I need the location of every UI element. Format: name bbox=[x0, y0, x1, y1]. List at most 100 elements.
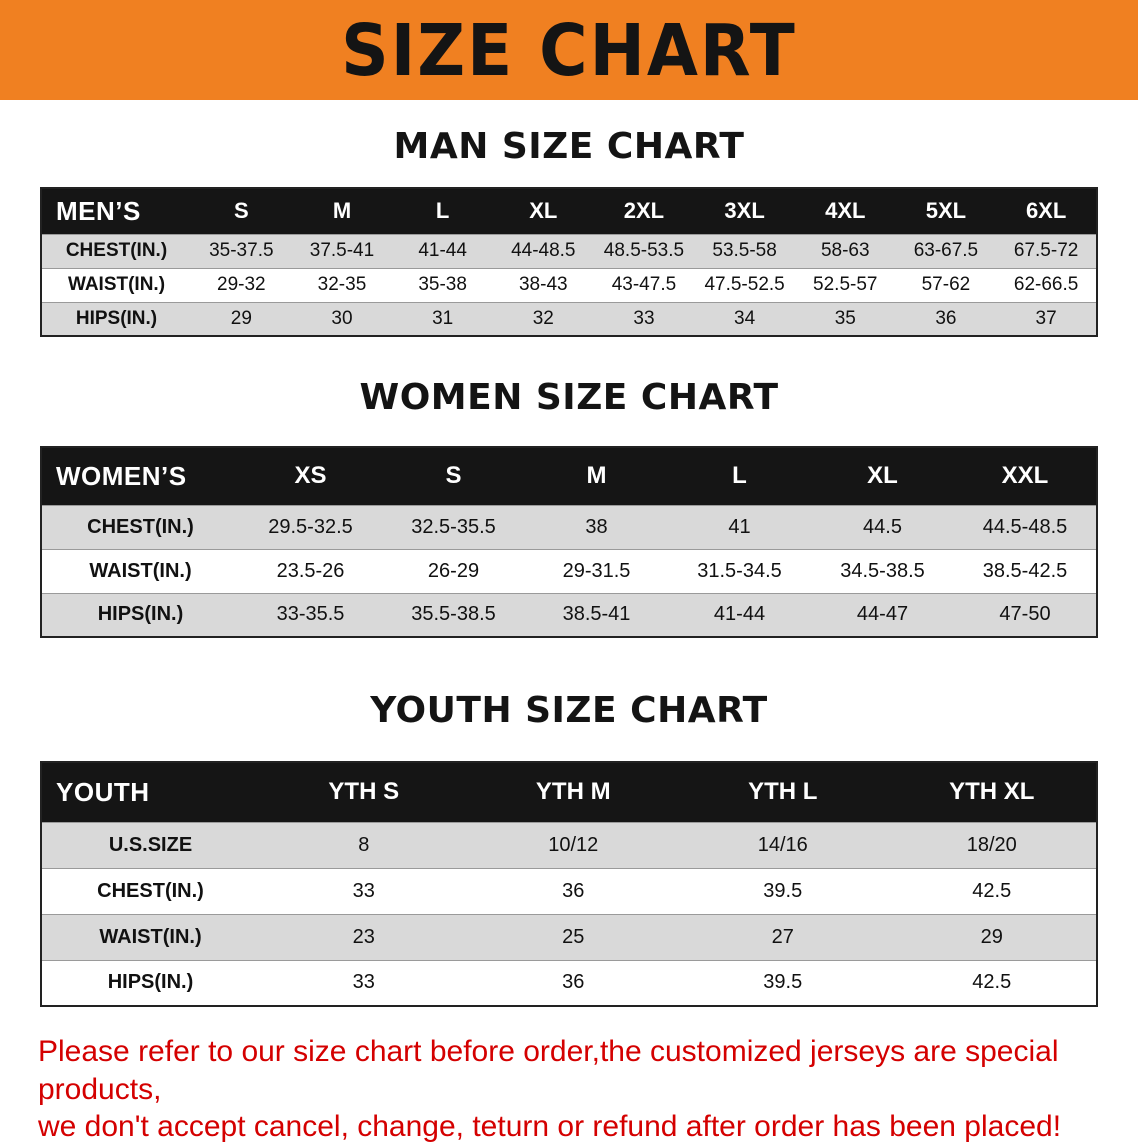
column-header: L bbox=[392, 188, 493, 234]
table-cell: 52.5-57 bbox=[813, 274, 878, 295]
row-label: HIPS(IN.) bbox=[75, 307, 158, 329]
column-header: YTH S bbox=[259, 762, 469, 822]
footer-disclaimer-line1: Please refer to our size chart before or… bbox=[38, 1035, 1059, 1106]
table-cell: 26-29 bbox=[427, 559, 480, 582]
table-cell: 36 bbox=[935, 307, 957, 329]
table-cell: 33 bbox=[352, 879, 375, 902]
women-section: WOMEN SIZE CHART WOMEN’S XS S M L XL XXL CHEST(… bbox=[0, 377, 1138, 638]
column-header: S bbox=[382, 447, 525, 505]
table-cell: 25 bbox=[562, 925, 585, 948]
row-label: HIPS(IN.) bbox=[97, 603, 184, 626]
table-cell: 36 bbox=[562, 879, 585, 902]
table-row: U.S.SIZE 8 10/12 14/16 18/20 bbox=[41, 822, 1097, 868]
row-label: CHEST(IN.) bbox=[97, 879, 204, 902]
column-header: M bbox=[525, 447, 668, 505]
footer-disclaimer: Please refer to our size chart before or… bbox=[38, 1033, 1100, 1146]
table-cell: 14/16 bbox=[757, 833, 808, 856]
table-cell: 34.5-38.5 bbox=[840, 559, 925, 582]
table-cell: 67.5-72 bbox=[1013, 240, 1079, 261]
table-cell: 41-44 bbox=[713, 603, 766, 626]
table-row: WAIST(IN.) 23.5-26 26-29 29-31.5 31.5-34.5 34… bbox=[41, 549, 1097, 593]
column-header: YTH L bbox=[678, 762, 888, 822]
table-cell: 37.5-41 bbox=[309, 240, 375, 261]
row-label: CHEST(IN.) bbox=[87, 515, 194, 538]
table-cell: 53.5-58 bbox=[712, 240, 777, 261]
table-cell: 62-66.5 bbox=[1013, 274, 1079, 295]
table-row: HIPS(IN.) 33 36 39.5 42.5 bbox=[41, 960, 1097, 1006]
youth-size-table: YOUTH YTH S YTH M YTH L YTH XL U.S.SIZE 8 10/12… bbox=[40, 761, 1098, 1007]
table-row: CHEST(IN.) 33 36 39.5 42.5 bbox=[41, 868, 1097, 914]
table-cell: 38.5-41 bbox=[562, 603, 631, 626]
row-label: WAIST(IN.) bbox=[89, 559, 192, 582]
table-cell: 33 bbox=[633, 307, 655, 329]
table-cell: 31 bbox=[432, 307, 454, 329]
table-cell: 23.5-26 bbox=[276, 559, 345, 582]
men-size-table: MEN’S S M L XL 2XL 3XL 4XL 5XL 6XL CHEST(IN.) 35-37… bbox=[40, 187, 1098, 337]
table-cell: 35-38 bbox=[418, 274, 467, 295]
table-corner-label: WOMEN’S bbox=[41, 447, 239, 505]
column-header: 6XL bbox=[996, 188, 1097, 234]
table-cell: 31.5-34.5 bbox=[697, 559, 782, 582]
table-row: HIPS(IN.) 29 30 31 32 33 34 35 36 37 bbox=[41, 302, 1097, 336]
table-cell: 33-35.5 bbox=[276, 603, 345, 626]
women-size-table: WOMEN’S XS S M L XL XXL CHEST(IN.) 29.5-32.5 32.5… bbox=[40, 446, 1098, 638]
youth-section: YOUTH SIZE CHART YOUTH YTH S YTH M YTH L YTH… bbox=[0, 690, 1138, 1007]
table-cell: 30 bbox=[331, 307, 353, 329]
table-cell: 35.5-38.5 bbox=[411, 603, 496, 626]
banner-title: SIZE CHART bbox=[341, 8, 797, 92]
row-label: CHEST(IN.) bbox=[65, 240, 168, 261]
youth-section-heading: YOUTH SIZE CHART bbox=[370, 690, 768, 731]
column-header: S bbox=[191, 188, 292, 234]
column-header: 4XL bbox=[794, 188, 896, 234]
table-header-row: YOUTH YTH S YTH M YTH L YTH XL bbox=[41, 762, 1097, 822]
table-cell: 41 bbox=[728, 515, 751, 538]
men-section: MAN SIZE CHART MEN’S S M L XL 2XL 3XL 4XL 5XL 6XL… bbox=[0, 126, 1138, 337]
column-header: 3XL bbox=[694, 188, 795, 234]
table-cell: 41-44 bbox=[418, 240, 467, 261]
men-section-heading: MAN SIZE CHART bbox=[393, 126, 745, 167]
table-cell: 44.5 bbox=[863, 515, 902, 538]
table-cell: 29-32 bbox=[217, 274, 266, 295]
table-header-row: MEN’S S M L XL 2XL 3XL 4XL 5XL 6XL bbox=[41, 188, 1097, 234]
table-cell: 38.5-42.5 bbox=[982, 559, 1068, 582]
table-cell: 39.5 bbox=[763, 971, 803, 994]
table-cell: 43-47.5 bbox=[611, 274, 677, 295]
table-cell: 18/20 bbox=[966, 833, 1017, 856]
column-header: XL bbox=[492, 188, 594, 234]
table-cell: 29 bbox=[230, 307, 252, 329]
table-row: CHEST(IN.) 29.5-32.5 32.5-35.5 38 41 44.5 44.5… bbox=[41, 505, 1097, 549]
table-cell: 48.5-53.5 bbox=[603, 240, 685, 261]
table-row: WAIST(IN.) 23 25 27 29 bbox=[41, 914, 1097, 960]
row-label: WAIST(IN.) bbox=[67, 274, 166, 295]
column-header: M bbox=[291, 188, 393, 234]
table-cell: 44-48.5 bbox=[511, 240, 576, 261]
table-cell: 35-37.5 bbox=[209, 240, 274, 261]
table-cell: 36 bbox=[562, 971, 585, 994]
table-cell: 42.5 bbox=[972, 879, 1012, 902]
table-cell: 63-67.5 bbox=[913, 240, 979, 261]
table-cell: 35 bbox=[834, 307, 856, 329]
table-cell: 23 bbox=[352, 925, 375, 948]
table-row: WAIST(IN.) 29-32 32-35 35-38 38-43 43-47.5 47.… bbox=[41, 268, 1097, 302]
row-label: U.S.SIZE bbox=[108, 833, 193, 856]
table-cell: 44-47 bbox=[856, 603, 909, 626]
table-cell: 47.5-52.5 bbox=[704, 274, 785, 295]
footer-disclaimer-line2: we don't accept cancel, change, teturn o… bbox=[38, 1110, 1062, 1143]
table-cell: 58-63 bbox=[820, 240, 870, 261]
table-cell: 29.5-32.5 bbox=[268, 515, 353, 538]
table-cell: 29 bbox=[980, 925, 1003, 948]
table-cell: 32 bbox=[532, 307, 554, 329]
table-cell: 32-35 bbox=[317, 274, 367, 295]
table-cell: 34 bbox=[734, 307, 756, 329]
column-header: L bbox=[668, 447, 811, 505]
table-corner-label: MEN’S bbox=[41, 188, 191, 234]
table-cell: 33 bbox=[352, 971, 375, 994]
column-header: 2XL bbox=[593, 188, 695, 234]
table-cell: 10/12 bbox=[548, 833, 599, 856]
column-header: 5XL bbox=[895, 188, 997, 234]
column-header: XL bbox=[811, 447, 954, 505]
table-cell: 38-43 bbox=[518, 274, 568, 295]
column-header: XS bbox=[239, 447, 382, 505]
table-cell: 57-62 bbox=[921, 274, 971, 295]
row-label: WAIST(IN.) bbox=[99, 925, 202, 948]
